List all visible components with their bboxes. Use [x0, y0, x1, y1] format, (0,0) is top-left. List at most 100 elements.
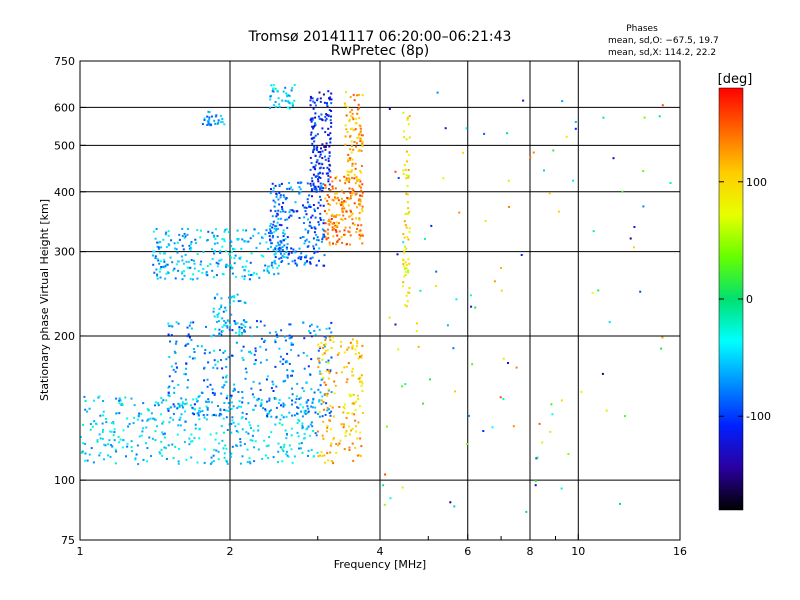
- x-tick-label: 4: [377, 545, 384, 558]
- data-point: [197, 270, 200, 273]
- data-point: [265, 359, 268, 361]
- data-point: [235, 430, 238, 433]
- data-point: [356, 206, 358, 209]
- data-point: [403, 265, 406, 268]
- data-point: [221, 326, 224, 328]
- data-point: [529, 156, 532, 159]
- data-point: [320, 378, 323, 381]
- data-point: [334, 229, 337, 232]
- data-point: [213, 349, 216, 352]
- data-point: [244, 302, 247, 304]
- data-point: [291, 260, 294, 263]
- data-point: [248, 460, 251, 463]
- data-point: [213, 119, 216, 122]
- data-point: [310, 216, 313, 219]
- data-point: [355, 142, 358, 145]
- data-point: [160, 266, 163, 268]
- data-point: [275, 105, 278, 108]
- data-point: [313, 329, 316, 332]
- data-point: [317, 455, 320, 458]
- data-point: [355, 231, 358, 234]
- data-point: [274, 87, 277, 90]
- data-point: [219, 252, 222, 254]
- data-point: [221, 117, 224, 120]
- data-point: [312, 173, 315, 176]
- data-point: [232, 390, 235, 393]
- data-point: [629, 237, 632, 240]
- data-point: [197, 414, 200, 417]
- data-point: [297, 418, 300, 421]
- data-point: [189, 321, 192, 324]
- data-point: [323, 454, 326, 457]
- data-point: [213, 393, 216, 396]
- data-point: [161, 454, 164, 457]
- data-point: [550, 403, 553, 406]
- data-point: [352, 129, 355, 132]
- data-point: [502, 357, 505, 360]
- data-point: [226, 429, 229, 431]
- data-point: [314, 154, 317, 157]
- data-point: [326, 394, 329, 397]
- data-point: [322, 222, 325, 225]
- data-point: [185, 362, 188, 365]
- data-point: [345, 429, 348, 432]
- data-point: [145, 442, 147, 445]
- data-point: [328, 327, 331, 330]
- data-point: [330, 347, 333, 349]
- data-point: [146, 447, 149, 449]
- data-point: [133, 416, 136, 419]
- data-point: [119, 399, 122, 402]
- data-point: [221, 245, 224, 248]
- data-point: [217, 119, 220, 122]
- data-point: [274, 397, 277, 400]
- data-point: [353, 177, 356, 180]
- data-point: [323, 146, 326, 148]
- data-point: [262, 407, 265, 410]
- data-point: [290, 186, 292, 189]
- data-point: [341, 219, 344, 221]
- data-point: [271, 261, 273, 264]
- data-point: [327, 223, 330, 225]
- y-tick-label: 75: [61, 534, 75, 547]
- data-point: [306, 412, 309, 414]
- data-point: [236, 322, 239, 325]
- data-point: [329, 119, 332, 122]
- data-point: [350, 151, 353, 154]
- data-point: [405, 192, 408, 195]
- data-point: [307, 365, 310, 368]
- data-point: [325, 370, 328, 373]
- data-point: [159, 267, 162, 270]
- data-point: [558, 210, 560, 213]
- data-point: [532, 151, 535, 154]
- data-point: [361, 194, 364, 197]
- data-point: [181, 244, 184, 247]
- data-point: [342, 411, 345, 414]
- data-point: [255, 273, 258, 276]
- data-point: [168, 244, 171, 247]
- data-point: [154, 255, 157, 258]
- data-point: [322, 233, 325, 236]
- data-point: [354, 353, 357, 356]
- data-point: [80, 436, 82, 438]
- data-point: [312, 182, 315, 185]
- data-point: [360, 165, 363, 167]
- data-point: [159, 252, 162, 255]
- data-point: [311, 142, 314, 145]
- data-point: [271, 215, 274, 218]
- data-point: [336, 196, 339, 199]
- data-point: [304, 261, 307, 264]
- data-point: [158, 270, 161, 273]
- data-point: [303, 410, 306, 413]
- data-point: [313, 136, 316, 139]
- data-point: [235, 444, 238, 447]
- data-point: [241, 401, 244, 404]
- data-point: [262, 255, 265, 258]
- data-point: [305, 213, 308, 216]
- data-point: [222, 310, 225, 313]
- data-point: [221, 367, 224, 370]
- data-point: [189, 404, 192, 407]
- data-point: [173, 405, 176, 408]
- data-point: [319, 166, 322, 169]
- data-point: [319, 217, 322, 219]
- data-point: [360, 138, 363, 141]
